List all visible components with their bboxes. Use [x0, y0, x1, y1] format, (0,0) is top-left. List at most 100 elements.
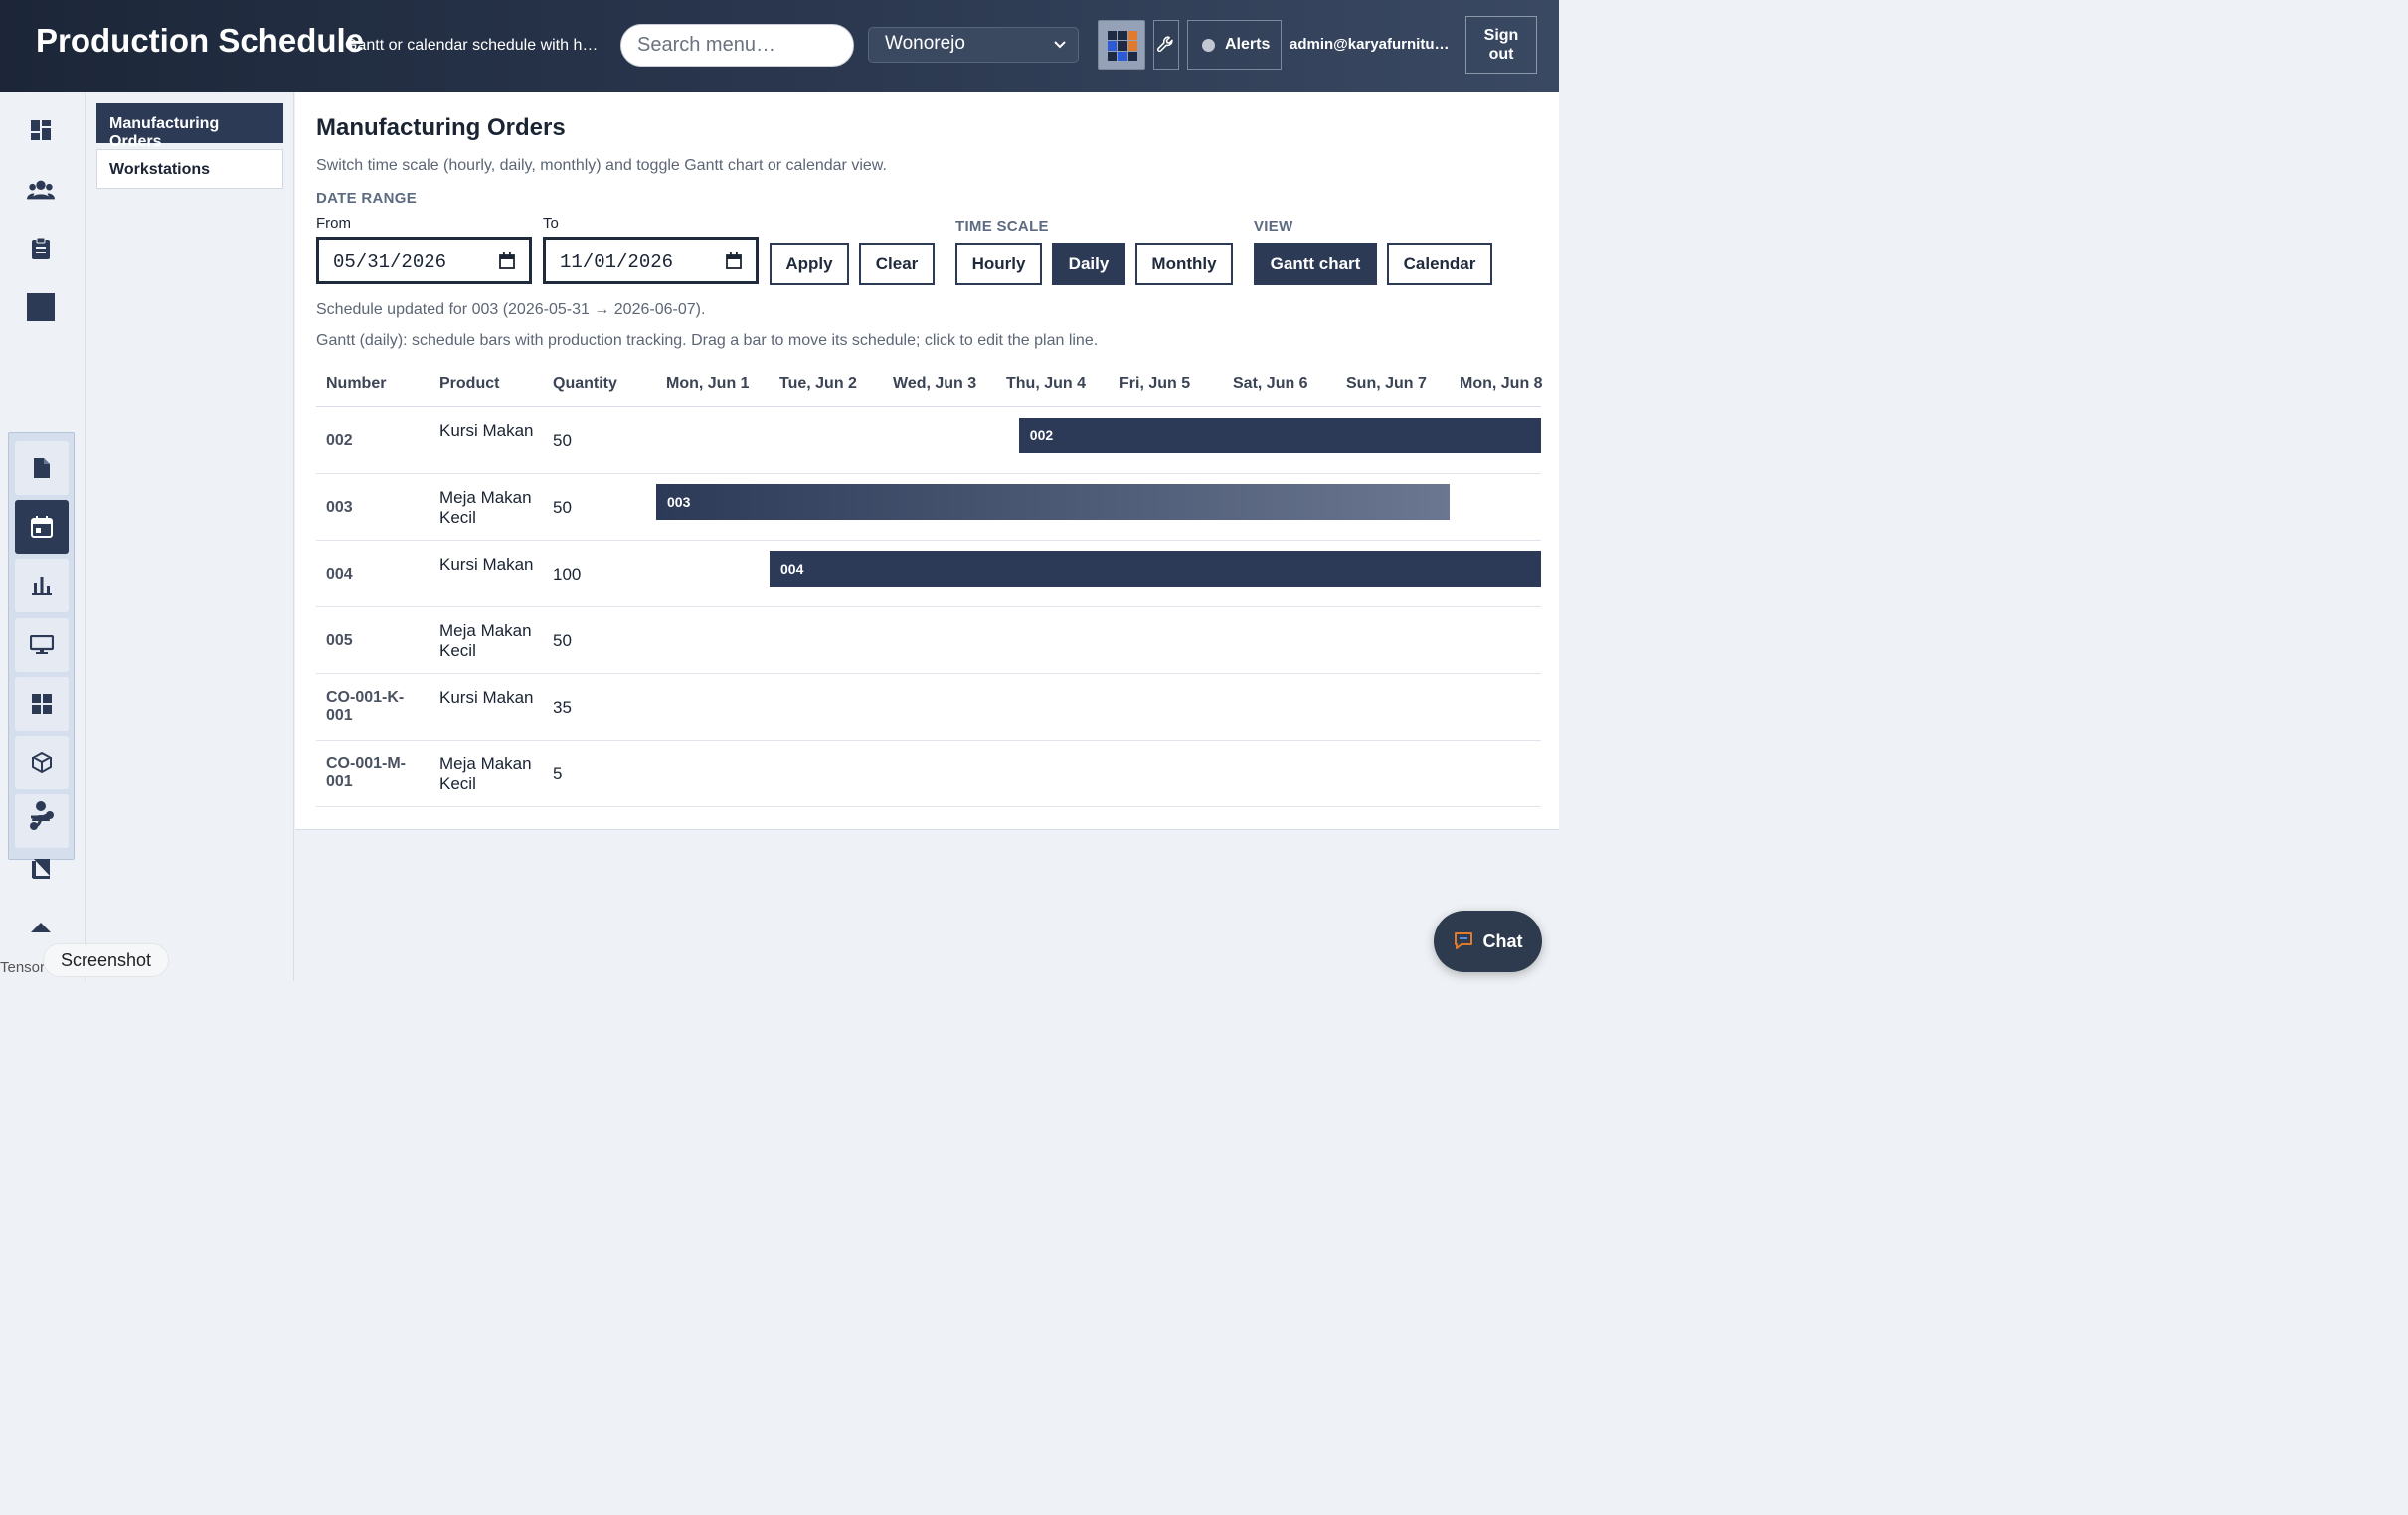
chat-bubble-icon — [1454, 932, 1472, 949]
alerts-button[interactable]: Alerts — [1187, 20, 1282, 70]
order-number[interactable]: CO-001-K-001 — [326, 689, 405, 724]
quantity: 50 — [553, 498, 572, 517]
order-number[interactable]: CO-001-M-001 — [326, 756, 407, 790]
chevron-up-icon[interactable] — [27, 913, 55, 940]
gantt-row: 005 Meja Makan Kecil 50 — [316, 607, 1541, 674]
location-select[interactable]: Wonorejo — [868, 27, 1079, 63]
column-header-product: Product — [439, 375, 500, 392]
order-number[interactable]: 002 — [326, 432, 353, 449]
book-icon[interactable] — [27, 855, 55, 883]
view-calendar-button[interactable]: Calendar — [1387, 243, 1492, 285]
day-header: Fri, Jun 5 — [1119, 375, 1191, 392]
day-header: Mon, Jun 8 — [1460, 375, 1543, 392]
product-name: Meja Makan Kecil — [439, 621, 532, 660]
bar-chart-icon[interactable] — [15, 559, 69, 612]
quantity: 50 — [553, 431, 572, 450]
sign-out-button[interactable]: Sign out — [1465, 16, 1537, 74]
to-label: To — [543, 215, 559, 232]
calendar-picker-icon — [726, 252, 742, 269]
page-title: Manufacturing Orders — [316, 114, 566, 141]
search-menu-input[interactable] — [620, 24, 854, 67]
order-number[interactable]: 004 — [326, 566, 353, 583]
day-header: Tue, Jun 2 — [779, 375, 857, 392]
to-date-input[interactable]: 11/01/2026 — [543, 237, 759, 284]
screenshot-button[interactable]: Screenshot — [43, 943, 170, 977]
apply-button[interactable]: Apply — [770, 243, 849, 285]
view-gantt-button[interactable]: Gantt chart — [1254, 243, 1377, 285]
day-header: Sun, Jun 7 — [1346, 375, 1427, 392]
subnav-manufacturing-orders[interactable]: Manufacturing Orders — [96, 103, 283, 150]
to-date-value: 11/01/2026 — [560, 252, 674, 273]
page-description: Switch time scale (hourly, daily, monthl… — [316, 157, 887, 174]
schedule-bar[interactable]: 004 — [770, 551, 1541, 587]
app-title: Production Schedule — [36, 22, 365, 59]
day-header: Sat, Jun 6 — [1233, 375, 1308, 392]
clear-button[interactable]: Clear — [859, 243, 935, 285]
product-name: Kursi Makan — [439, 688, 534, 707]
tensor-text: Tensor — [0, 959, 46, 976]
users-icon[interactable] — [27, 176, 55, 204]
product-name: Meja Makan Kecil — [439, 755, 532, 793]
quantity: 50 — [553, 631, 572, 650]
dashboard-icon[interactable] — [27, 116, 55, 144]
document-icon[interactable] — [15, 441, 69, 495]
gantt-header-row: Number Product Quantity Mon, Jun 1 Tue, … — [316, 361, 1543, 407]
clipboard-icon[interactable] — [27, 235, 55, 262]
day-header: Mon, Jun 1 — [666, 375, 750, 392]
time-scale-label: TIME SCALE — [955, 218, 1049, 235]
settings-tool-button[interactable] — [1153, 20, 1179, 70]
chat-button[interactable]: Chat — [1434, 911, 1542, 972]
icon-rail — [0, 92, 86, 981]
schedule-bar[interactable]: 002 — [1018, 418, 1541, 453]
order-number[interactable]: 003 — [326, 499, 353, 516]
column-header-number: Number — [326, 375, 387, 392]
subnav-workstations[interactable]: Workstations — [96, 149, 283, 189]
gantt-row: 002 Kursi Makan 50 002 — [316, 408, 1541, 474]
app-header: Production Schedule Gantt or calendar sc… — [0, 0, 1559, 92]
quantity: 100 — [553, 565, 582, 584]
square-icon[interactable] — [27, 293, 55, 321]
product-name: Meja Makan Kecil — [439, 488, 532, 527]
calendar-picker-icon — [499, 252, 515, 269]
gantt-hint: Gantt (daily): schedule bars with produc… — [316, 332, 1099, 349]
alerts-label: Alerts — [1225, 36, 1271, 53]
day-header: Wed, Jun 3 — [893, 375, 977, 392]
app-subtitle: Gantt or calendar schedule with ho… — [345, 37, 603, 54]
gantt-row: CO-001-K-001 Kursi Makan 35 — [316, 674, 1541, 741]
user-email[interactable]: admin@karyafurnitur.... — [1290, 36, 1454, 53]
calendar-icon[interactable] — [15, 500, 69, 554]
from-date-value: 05/31/2026 — [333, 252, 447, 273]
date-range-label: DATE RANGE — [316, 190, 418, 207]
gantt-row: CO-001-M-001 Meja Makan Kecil 5 — [316, 741, 1541, 807]
wrench-icon — [1156, 36, 1173, 53]
person-icon[interactable] — [27, 797, 55, 825]
grid-icon[interactable] — [15, 677, 69, 731]
from-date-input[interactable]: 05/31/2026 — [316, 237, 532, 284]
chevron-down-icon — [1054, 41, 1066, 49]
quantity: 35 — [553, 698, 572, 717]
product-name: Kursi Makan — [439, 555, 534, 574]
chat-label: Chat — [1482, 930, 1523, 951]
order-number[interactable]: 005 — [326, 632, 353, 649]
product-name: Kursi Makan — [439, 421, 534, 440]
monitor-icon[interactable] — [15, 618, 69, 672]
time-scale-monthly-button[interactable]: Monthly — [1135, 243, 1233, 285]
cube-icon[interactable] — [15, 736, 69, 789]
day-header: Thu, Jun 4 — [1006, 375, 1086, 392]
gantt-row: 004 Kursi Makan 100 004 — [316, 541, 1541, 607]
schedule-bar[interactable]: 003 — [656, 484, 1450, 520]
quantity: 5 — [553, 764, 563, 783]
app-switcher-button[interactable] — [1098, 20, 1145, 70]
sub-navigation: Manufacturing Orders Workstations — [86, 92, 294, 981]
gantt-row: 003 Meja Makan Kecil 50 003 — [316, 474, 1541, 541]
from-label: From — [316, 215, 351, 232]
time-scale-hourly-button[interactable]: Hourly — [955, 243, 1042, 285]
time-scale-daily-button[interactable]: Daily — [1052, 243, 1125, 285]
location-value: Wonorejo — [885, 33, 965, 54]
main-panel: Manufacturing Orders Switch time scale (… — [295, 92, 1559, 830]
production-nav-group — [8, 432, 75, 860]
view-label: VIEW — [1254, 218, 1293, 235]
alert-status-dot-icon — [1202, 38, 1215, 52]
column-header-quantity: Quantity — [553, 375, 617, 392]
apps-grid-icon — [1108, 31, 1137, 61]
